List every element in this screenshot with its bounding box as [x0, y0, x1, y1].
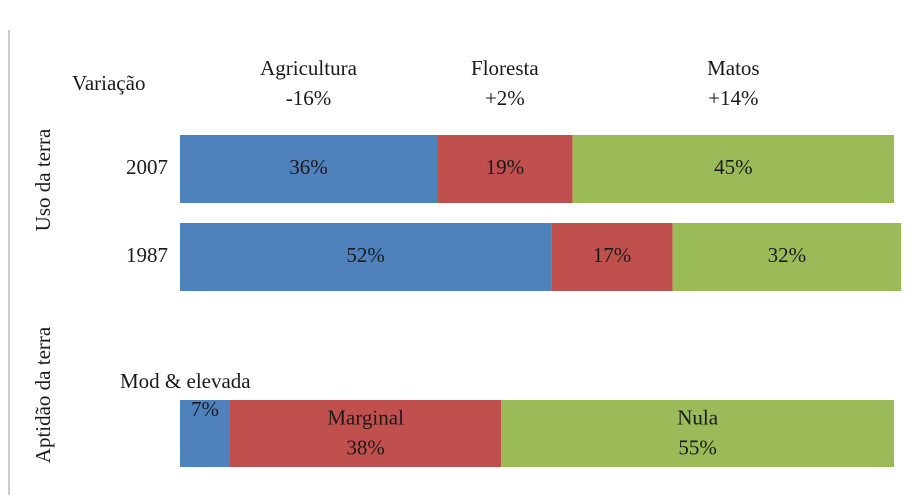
- category-label: 1987: [126, 243, 168, 267]
- value-label: 7%: [191, 397, 219, 421]
- bar-segment: [180, 135, 438, 203]
- series-label: Mod & elevada: [120, 369, 251, 393]
- bar-segment: [572, 135, 894, 203]
- series-label: Marginal: [327, 405, 404, 429]
- series-label: Matos: [707, 56, 760, 80]
- series-label: Agricultura: [260, 56, 357, 80]
- value-label: 32%: [768, 243, 807, 267]
- y-axis-label: Aptidão da terra: [31, 326, 55, 463]
- value-label: 52%: [346, 243, 385, 267]
- value-label: 55%: [678, 435, 717, 459]
- y-axis-label: Uso da terra: [31, 128, 55, 231]
- variation-label: -16%: [286, 86, 332, 110]
- category-label: 2007: [126, 155, 168, 179]
- value-label: 45%: [714, 155, 753, 179]
- bar-segment: [229, 400, 502, 467]
- value-label: 17%: [593, 243, 632, 267]
- header-label: Variação: [72, 71, 145, 95]
- variation-label: +14%: [708, 86, 758, 110]
- bar-segment: [501, 400, 894, 467]
- value-label: 38%: [346, 435, 385, 459]
- bar-segment: [672, 223, 902, 291]
- value-label: 36%: [289, 155, 328, 179]
- bar-segment: [180, 223, 552, 291]
- series-label: Floresta: [471, 56, 539, 80]
- bar-segment: [180, 400, 230, 467]
- variation-label: +2%: [485, 86, 525, 110]
- bar-segment: [437, 135, 573, 203]
- series-label: Nula: [677, 405, 719, 429]
- value-label: 19%: [486, 155, 525, 179]
- bar-segment: [551, 223, 673, 291]
